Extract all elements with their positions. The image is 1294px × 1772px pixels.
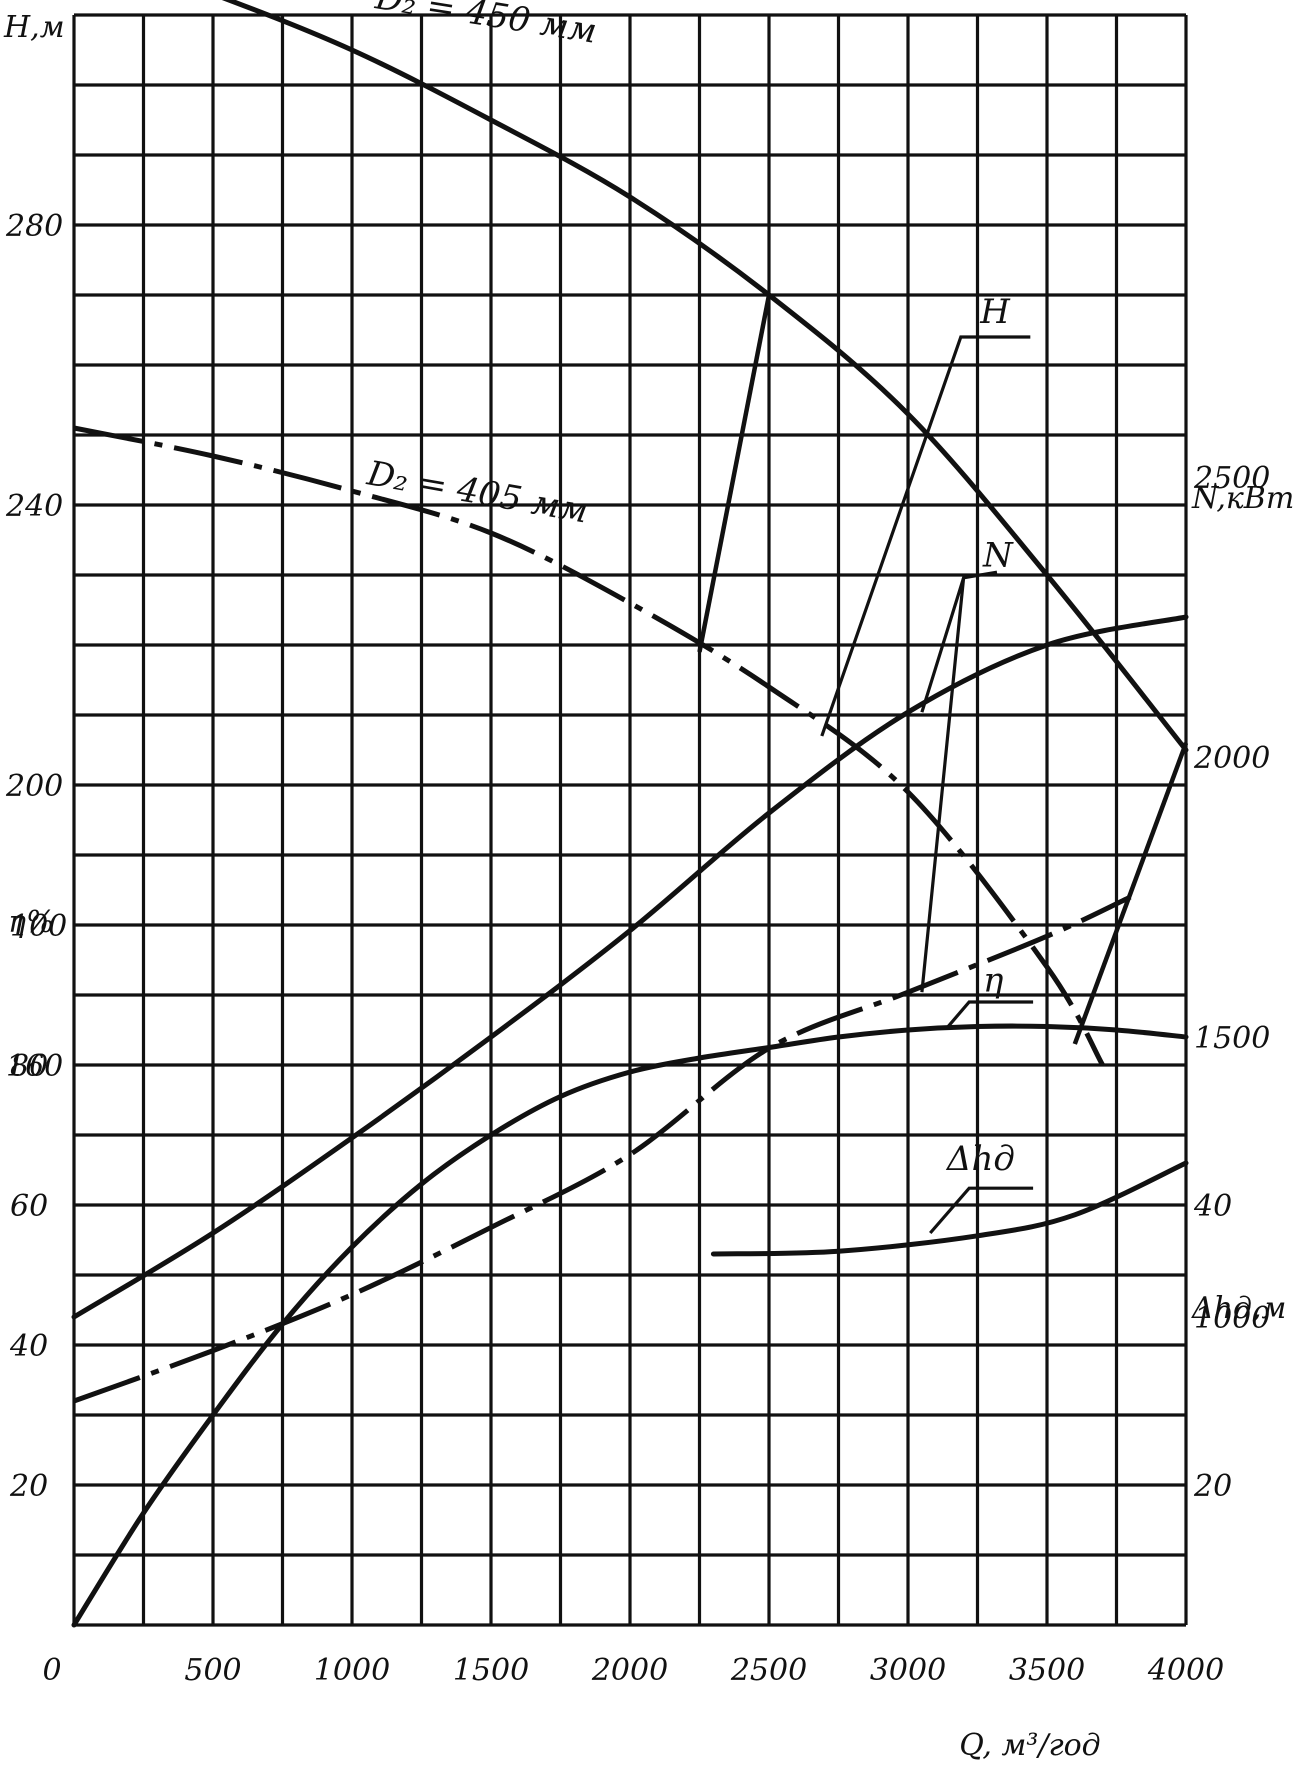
head-connector-line	[697, 294, 772, 653]
n-tick-label: 2500	[1193, 461, 1270, 496]
dh-tick-label: 40	[1193, 1189, 1232, 1224]
head-connector-line	[1072, 742, 1189, 1045]
series-line-N-3	[73, 894, 1132, 1404]
dh-tick-label: 20	[1193, 1469, 1232, 1504]
x-tick-label: 2500	[730, 1653, 807, 1688]
annotation-d405: D₂ = 405 мм	[363, 453, 591, 531]
dh-axis-title: Δhд,м	[1191, 1291, 1286, 1326]
x-tick-label: 4000	[1147, 1653, 1224, 1688]
x-axis-title: Q, м³/год	[959, 1728, 1100, 1763]
h-axis-title: H,м	[3, 10, 65, 45]
curves	[71, 0, 1189, 1628]
eta-tick-label: 80	[10, 1049, 48, 1084]
curve-label-N: N	[982, 536, 1014, 576]
curve-label-leader	[820, 335, 1031, 737]
eta-tick-label: 20	[9, 1469, 48, 1504]
curve-label-eta: η	[983, 961, 1004, 1001]
h-tick-label: 200	[5, 769, 63, 804]
h-tick-label: 280	[5, 209, 63, 244]
series-line-N-2	[71, 614, 1189, 1320]
curve-label-leader	[945, 1000, 1034, 1029]
x-tick-label: 500	[184, 1653, 241, 1688]
curve-label-dh: Δhд	[945, 1139, 1015, 1179]
eta-tick-label: 40	[9, 1329, 48, 1364]
eta-tick-label: 60	[10, 1189, 48, 1224]
x-tick-label: 3500	[1009, 1653, 1085, 1688]
x-tick-label: 3000	[870, 1653, 946, 1688]
n-axis-title: N,кВт	[1191, 481, 1294, 516]
curve-label-H: H	[979, 292, 1011, 332]
curve-label-leader	[929, 1186, 1034, 1235]
annotation-d450: D₂ = 450 мм	[372, 0, 600, 52]
labels: H Nη Δhд D₂ = 450 мм D₂ = 405 мм 0 500 1000 1500…	[3, 0, 1294, 1763]
series-line-H-1	[73, 425, 1105, 1067]
series-line-dh-5	[710, 1160, 1189, 1257]
curve-label-leader	[920, 570, 998, 713]
grid	[72, 13, 1188, 1627]
x-tick-label: 0	[42, 1653, 61, 1688]
n-tick-label: 1000	[1194, 1301, 1270, 1336]
series-line-H-0	[221, 0, 1189, 753]
eta-axis-title: η%	[8, 905, 54, 940]
x-tick-label: 1000	[314, 1653, 390, 1688]
x-tick-label: 2000	[591, 1653, 668, 1688]
curve-label-leader	[920, 577, 966, 993]
h-tick-label: 160	[6, 1049, 63, 1084]
h-tick-label: 240	[5, 489, 63, 524]
eta-tick-label: 100	[10, 909, 67, 944]
n-tick-label: 1500	[1194, 1021, 1270, 1056]
series-line-eta-4	[71, 1023, 1189, 1628]
n-tick-label: 2000	[1193, 741, 1270, 776]
x-tick-label: 1500	[453, 1653, 529, 1688]
